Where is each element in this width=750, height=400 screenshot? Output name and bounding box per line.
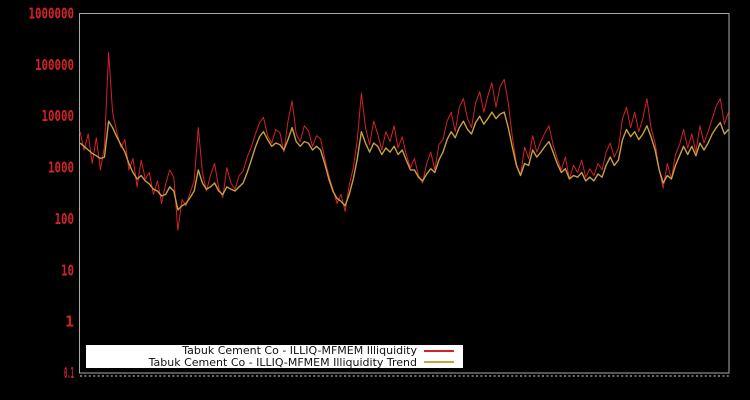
legend-line-sample-illiquidity — [424, 349, 454, 352]
legend-label-trend: Tabuk Cement Co - ILLIQ-MFMEM Illiquidit… — [148, 355, 417, 369]
legend: Tabuk Cement Co - ILLIQ-MFMEM Illiquidit… — [86, 345, 463, 368]
legend-label-illiquidity: Tabuk Cement Co - ILLIQ-MFMEM Illiquidit… — [182, 344, 417, 358]
y-tick-label: 0.1 — [64, 364, 74, 382]
y-tick-label: 1 — [65, 313, 74, 331]
series-line-trend — [79, 111, 730, 211]
y-tick-label: 10 — [61, 261, 74, 279]
legend-item-trend: Tabuk Cement Co - ILLIQ-MFMEM Illiquidit… — [86, 357, 463, 369]
y-tick-label: 100 — [55, 210, 75, 228]
y-tick-label: 1000000 — [29, 5, 75, 23]
series-line-illiquidity — [79, 51, 729, 231]
plot-border — [79, 13, 730, 374]
legend-line-sample-trend — [424, 361, 454, 364]
y-tick-label: 100000 — [35, 56, 74, 74]
legend-item-illiquidity: Tabuk Cement Co - ILLIQ-MFMEM Illiquidit… — [86, 345, 463, 357]
y-tick-label: 10000 — [42, 107, 75, 125]
y-tick-label: 1000 — [48, 159, 74, 177]
